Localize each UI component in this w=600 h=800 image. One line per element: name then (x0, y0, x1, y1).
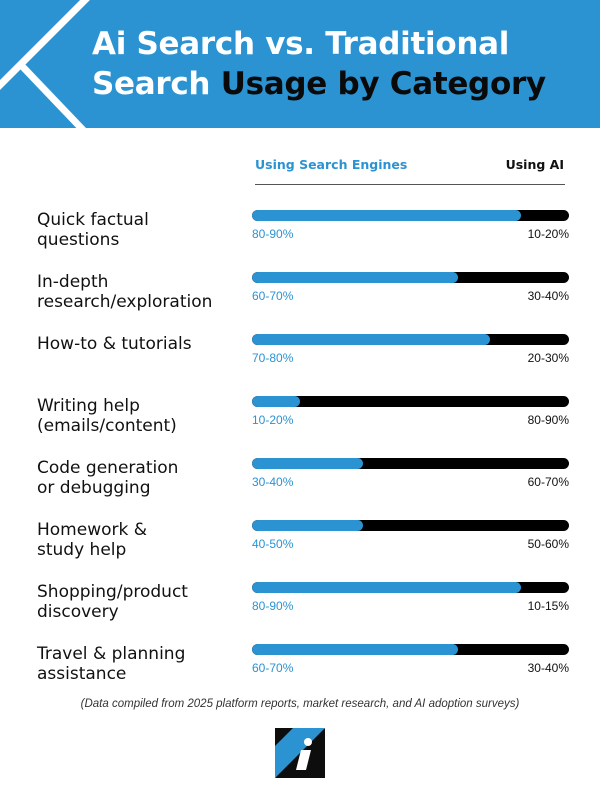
search-percent-label: 80-90% (252, 599, 294, 613)
category-label: Shopping/product discovery (37, 582, 188, 622)
legend-using-ai: Using AI (505, 157, 564, 172)
bar-track-ai (252, 582, 569, 593)
bar-track-ai (252, 644, 569, 655)
chart-row: Quick factual questions 80-90% 10-20% (0, 210, 600, 272)
title-line-2b: Usage by Category (220, 66, 546, 102)
bar-fill-search (252, 644, 459, 655)
ai-percent-label: 60-70% (527, 475, 569, 489)
ai-percent-label: 30-40% (527, 289, 569, 303)
bar-fill-search (252, 334, 490, 345)
bar-track-ai (252, 520, 569, 531)
bar-fill-search (252, 396, 300, 407)
chart-row: Travel & planning assistance 60-70% 30-40% (0, 644, 600, 706)
title-line-2a: Search (92, 66, 221, 102)
bar-fill-search (252, 210, 522, 221)
category-label: How-to & tutorials (37, 334, 192, 354)
bar-fill-search (252, 520, 363, 531)
header-decoration (0, 0, 90, 128)
info-logo-icon (275, 728, 325, 778)
search-percent-label: 60-70% (252, 661, 294, 675)
bar-track-ai (252, 458, 569, 469)
bar-track-ai (252, 210, 569, 221)
category-label: Writing help (emails/content) (37, 396, 177, 436)
category-label: Homework & study help (37, 520, 148, 560)
footnote: (Data compiled from 2025 platform report… (80, 698, 520, 710)
ai-percent-label: 50-60% (527, 537, 569, 551)
category-label: Travel & planning assistance (37, 644, 186, 684)
search-percent-label: 40-50% (252, 537, 294, 551)
ai-percent-label: 20-30% (527, 351, 569, 365)
bar-track-ai (252, 272, 569, 283)
chart-row: In-depth research/exploration 60-70% 30-40… (0, 272, 600, 334)
header-banner: Ai Search vs. Traditional Search Usage b… (0, 0, 600, 128)
ai-percent-label: 80-90% (527, 413, 569, 427)
page-title: Ai Search vs. Traditional Search Usage b… (92, 24, 546, 104)
bar-track-ai (252, 334, 569, 345)
chart-row: Code generation or debugging 30-40% 60-70% (0, 458, 600, 520)
ai-percent-label: 30-40% (527, 661, 569, 675)
chart-row: Shopping/product discovery 80-90% 10-15% (0, 582, 600, 644)
chart-row: Writing help (emails/content) 10-20% 80-90… (0, 396, 600, 458)
category-label: Quick factual questions (37, 210, 149, 250)
search-percent-label: 10-20% (252, 413, 294, 427)
bar-fill-search (252, 458, 363, 469)
legend-search-engines: Using Search Engines (255, 157, 408, 172)
chart-row: Homework & study help 40-50% 50-60% (0, 520, 600, 582)
category-label: In-depth research/exploration (37, 272, 213, 312)
search-percent-label: 70-80% (252, 351, 294, 365)
search-percent-label: 80-90% (252, 227, 294, 241)
ai-percent-label: 10-20% (527, 227, 569, 241)
title-line-1: Ai Search vs. Traditional (92, 26, 510, 62)
ai-percent-label: 10-15% (527, 599, 569, 613)
bar-fill-search (252, 272, 459, 283)
bar-fill-search (252, 582, 522, 593)
search-percent-label: 30-40% (252, 475, 294, 489)
chart-row: How-to & tutorials 70-80% 20-30% (0, 334, 600, 396)
category-label: Code generation or debugging (37, 458, 179, 498)
legend-divider (255, 184, 565, 185)
search-percent-label: 60-70% (252, 289, 294, 303)
bar-track-ai (252, 396, 569, 407)
